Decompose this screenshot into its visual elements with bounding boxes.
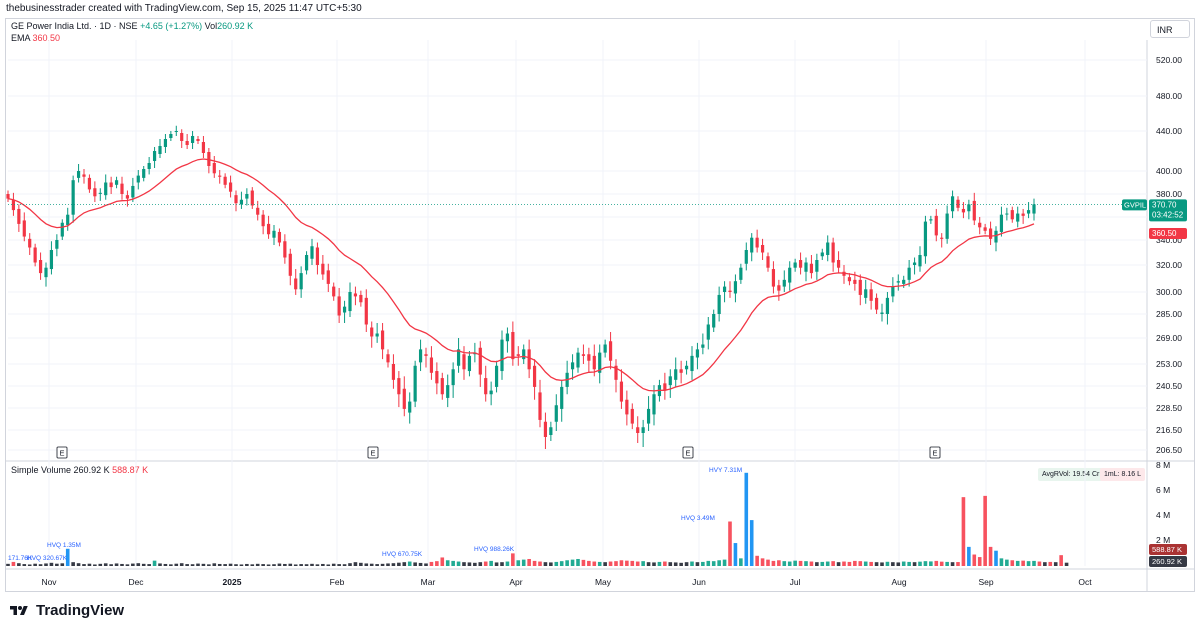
tradingview-logo: TradingView <box>8 602 124 619</box>
vol-label: Vol <box>204 21 218 31</box>
symbol-legend[interactable]: GE Power India Ltd. · 1D · NSE +4.65 (+1… <box>11 21 253 32</box>
price-change: +4.65 (+1.27%) <box>140 21 203 31</box>
volume-avg: 588.87 K <box>112 465 149 475</box>
tradingview-brand: TradingView <box>36 602 125 619</box>
ema-label[interactable]: EMA <box>11 33 31 43</box>
avg-rvol-badge: AvgRVol: 19.54 Cr <box>1038 468 1104 481</box>
symbol-title[interactable]: GE Power India Ltd. · 1D · NSE <box>11 21 138 31</box>
volume-legend[interactable]: Simple Volume 260.92 K 588.87 K <box>11 465 148 476</box>
chart-attribution: thebusinesstrader created with TradingVi… <box>6 3 362 14</box>
chart-frame <box>5 18 1195 592</box>
ema-value: 360.50 <box>32 33 61 43</box>
currency-selector[interactable]: INR <box>1150 20 1190 38</box>
vol-value: 260.92 K <box>217 21 254 31</box>
volume-value: 260.92 K <box>73 465 110 475</box>
volume-label[interactable]: Simple Volume <box>11 465 72 475</box>
tradingview-logo-icon <box>10 605 28 615</box>
rvol-1ml-badge: 1mL: 8.16 L <box>1100 468 1145 481</box>
ema-legend[interactable]: EMA 360.50 <box>11 33 60 44</box>
